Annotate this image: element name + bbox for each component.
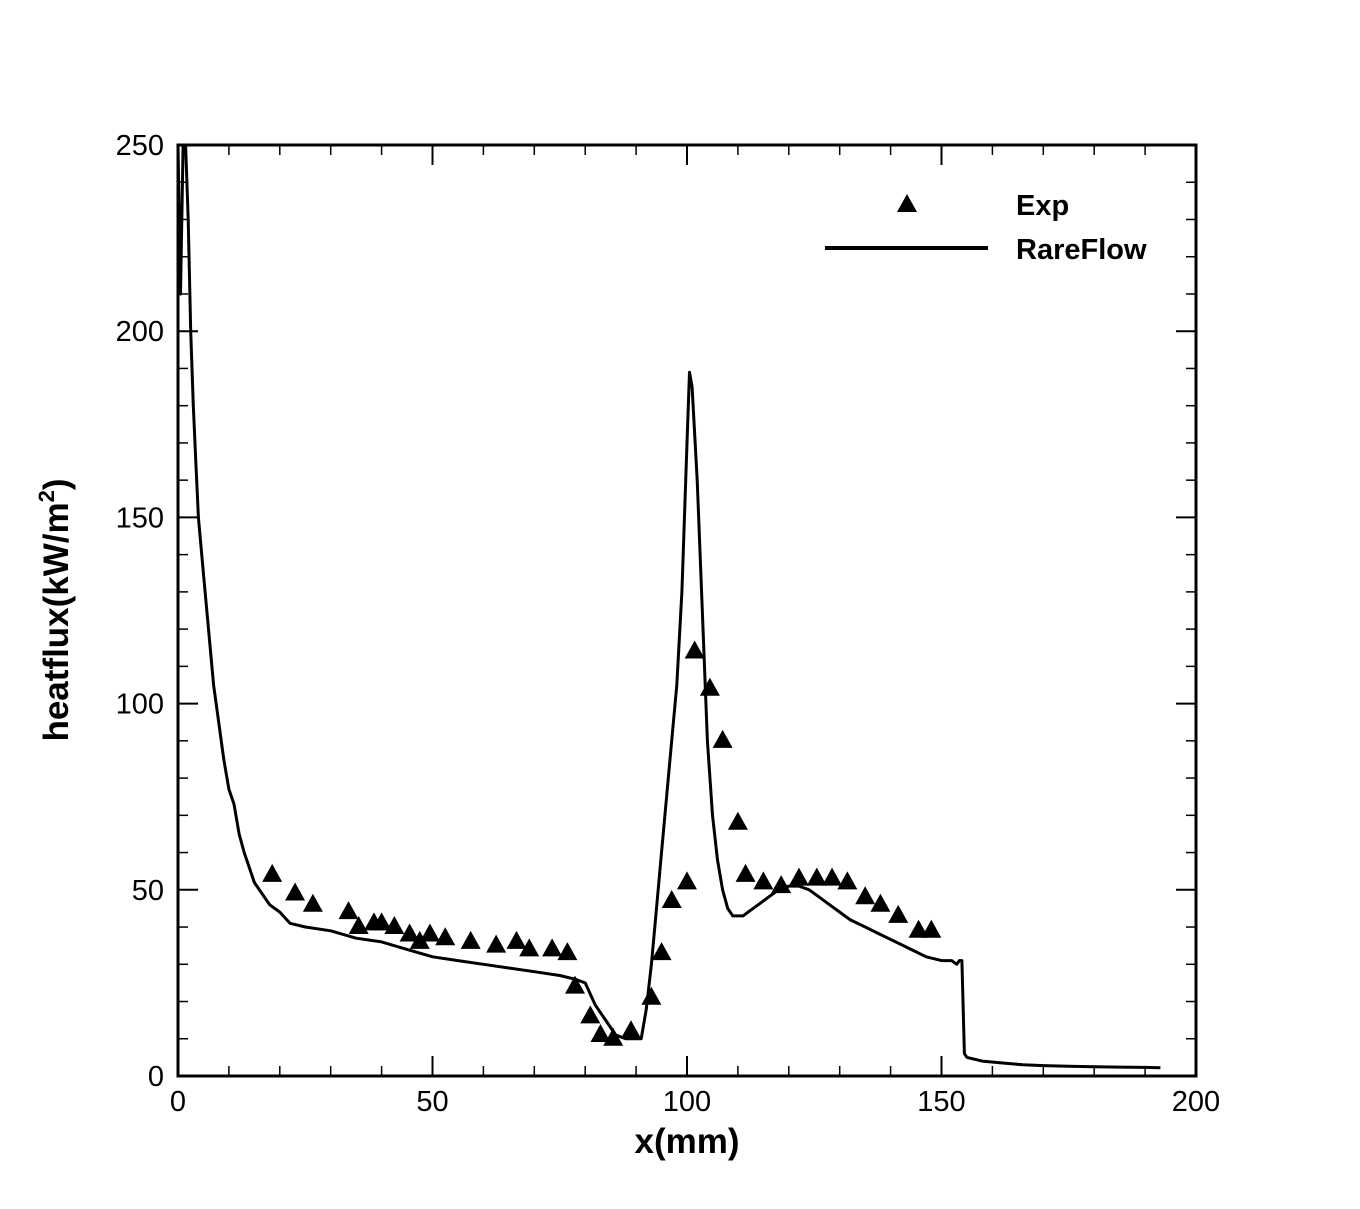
y-tick-label: 50 xyxy=(132,875,164,907)
exp-data-point xyxy=(684,640,705,659)
exp-data-point xyxy=(921,919,942,938)
x-tick-label: 0 xyxy=(170,1086,186,1118)
exp-data-point xyxy=(806,867,827,886)
exp-data-point xyxy=(565,975,586,994)
legend-rareflow-label: RareFlow xyxy=(1016,234,1147,266)
y-axis-title: heatflux(kW/m2) xyxy=(34,478,76,741)
exp-data-point xyxy=(435,927,456,946)
exp-data-point xyxy=(506,930,527,949)
exp-data-point xyxy=(603,1027,624,1046)
exp-data-point xyxy=(371,912,392,931)
exp-data-point xyxy=(399,923,420,942)
x-tick-label: 200 xyxy=(1172,1086,1220,1118)
exp-data-point xyxy=(727,811,748,830)
exp-data-point xyxy=(621,1020,642,1039)
exp-data-point xyxy=(262,863,283,882)
exp-data-point xyxy=(908,919,929,938)
y-axis-title-main: heatflux(kW/m xyxy=(37,502,76,741)
exp-data-point xyxy=(661,889,682,908)
exp-data-point xyxy=(409,930,430,949)
y-tick-label: 150 xyxy=(116,502,164,534)
exp-data-point xyxy=(486,934,507,953)
exp-data-point xyxy=(348,916,369,935)
x-tick-label: 100 xyxy=(663,1086,711,1118)
exp-data-point xyxy=(677,871,697,890)
exp-data-point xyxy=(285,882,306,901)
exp-data-point xyxy=(641,986,662,1005)
exp-data-point xyxy=(542,938,563,957)
exp-data-point xyxy=(788,867,809,886)
exp-data-point xyxy=(699,677,720,696)
exp-data-point xyxy=(870,893,891,912)
exp-data-point xyxy=(712,729,733,748)
exp-data-point xyxy=(753,871,774,890)
y-axis-title-suffix: ) xyxy=(37,478,76,490)
exp-data-point xyxy=(557,942,578,961)
x-axis-title: x(mm) xyxy=(634,1122,739,1161)
exp-data-point xyxy=(580,1005,601,1024)
exp-data-point xyxy=(338,901,359,920)
plot-frame xyxy=(176,143,1198,1078)
y-tick-label: 0 xyxy=(148,1061,164,1093)
tick-labels-layer: 0 50 100 150 200 0 50 100 150 200 250 xyxy=(116,130,1221,1118)
exp-data-point xyxy=(735,863,756,882)
exp-data-point xyxy=(302,893,323,912)
x-tick-label: 50 xyxy=(416,1086,448,1118)
legend-exp-marker xyxy=(897,194,917,212)
exp-data-point xyxy=(837,871,858,890)
exp-data-point xyxy=(888,904,909,923)
y-tick-label: 250 xyxy=(116,130,164,162)
exp-data-point xyxy=(460,930,481,949)
exp-data-point xyxy=(855,886,876,905)
exp-data-point xyxy=(519,938,540,957)
x-tick-label: 150 xyxy=(917,1086,965,1118)
exp-data-point xyxy=(590,1024,611,1043)
series-layer xyxy=(176,143,1161,1070)
legend-exp-label: Exp xyxy=(1016,190,1069,222)
y-tick-label: 100 xyxy=(116,689,164,721)
ticks-layer xyxy=(177,144,1197,1077)
y-tick-label: 200 xyxy=(116,316,164,348)
exp-data-point xyxy=(384,916,405,935)
exp-data-point xyxy=(651,942,672,961)
legend: Exp RareFlow xyxy=(825,190,1147,266)
exp-data-point xyxy=(419,923,440,942)
y-axis-title-superscript: 2 xyxy=(34,490,59,502)
exp-data-point xyxy=(822,867,843,886)
rareflow-series-line xyxy=(176,143,1161,1070)
